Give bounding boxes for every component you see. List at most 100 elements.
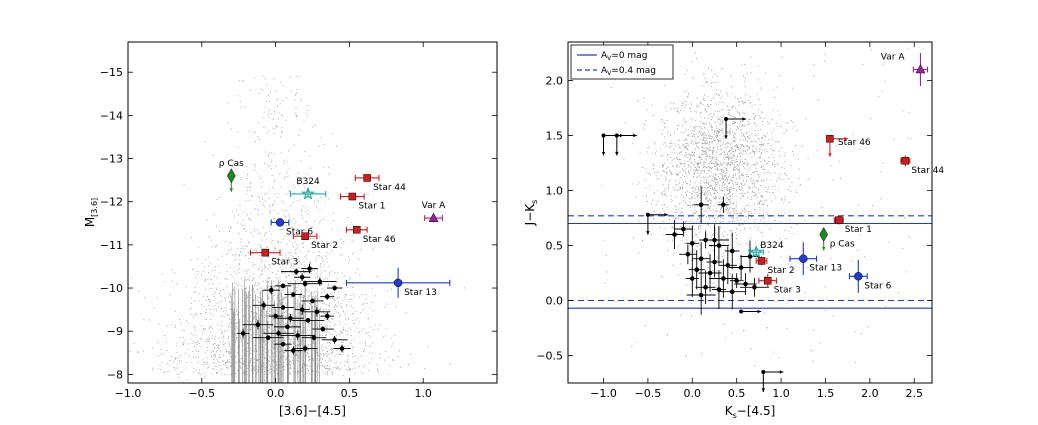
right-field-star (747, 141, 749, 143)
left-field-star (173, 361, 175, 362)
left-field-star (272, 187, 273, 189)
left-field-star (251, 289, 253, 291)
left-field-star (307, 210, 309, 212)
left-field-star (231, 358, 233, 360)
left-field-star (348, 256, 349, 258)
left-field-star (237, 347, 239, 348)
left-field-star (285, 348, 287, 350)
left-field-star (271, 342, 273, 344)
left-field-star (323, 309, 324, 311)
left-field-star (263, 111, 265, 113)
left-field-star (261, 368, 262, 370)
right-field-star (712, 154, 714, 156)
left-field-star (276, 100, 278, 101)
right-field-star (707, 190, 709, 192)
right-field-star (714, 165, 716, 167)
left-field-star (286, 323, 288, 325)
left-field-star (175, 358, 177, 360)
left-field-star (335, 145, 337, 147)
right-field-star (763, 204, 764, 206)
right-field-star (605, 255, 607, 257)
left-field-star (283, 178, 285, 179)
right-field-star (753, 153, 755, 155)
left-field-star (285, 276, 287, 278)
left-field-star (190, 297, 192, 299)
left-field-star (229, 353, 231, 355)
left-field-star (250, 352, 252, 354)
right-field-star (712, 162, 714, 164)
right-field-star (743, 149, 745, 151)
left-field-star (339, 338, 341, 340)
left-field-star (312, 315, 314, 317)
left-field-star (307, 346, 309, 347)
left-field-star (324, 326, 326, 327)
right-field-star (717, 121, 719, 123)
left-field-star (324, 366, 325, 368)
left-field-star (330, 352, 332, 354)
right-field-star (695, 119, 697, 121)
right-field-star (686, 284, 688, 286)
left-field-star (289, 313, 291, 315)
right-field-star (740, 143, 741, 145)
right-field-star (720, 164, 722, 166)
right-field-star (740, 152, 742, 154)
right-field-star (727, 93, 729, 95)
right-field-star (695, 168, 697, 170)
right-field-star (767, 143, 769, 145)
left-field-star (292, 218, 294, 220)
right-field-star (747, 218, 749, 219)
left-field-star (237, 214, 239, 216)
left-field-star (316, 255, 318, 257)
left-field-star (304, 272, 305, 274)
left-field-star (273, 340, 275, 342)
right-field-star (700, 125, 702, 127)
left-field-star (201, 304, 203, 306)
right-field-star (727, 154, 728, 155)
right-field-star (694, 155, 696, 157)
right-field-star (693, 170, 695, 172)
left-field-star (301, 313, 302, 315)
left-field-star (258, 283, 260, 285)
left-field-star (325, 313, 326, 315)
left-field-star (243, 362, 244, 364)
left-error-bars (231, 279, 320, 383)
right-field-star (660, 155, 662, 156)
left-field-star (254, 358, 256, 360)
right-field-star (755, 134, 757, 136)
right-field-star (648, 172, 650, 174)
right-field-star (719, 119, 721, 121)
left-field-star (236, 322, 238, 323)
left-field-star (357, 358, 359, 360)
right-field-star (704, 210, 706, 211)
left-field-star (276, 342, 277, 344)
left-field-star (143, 319, 145, 320)
right-field-star (691, 130, 693, 132)
left-field-star (229, 301, 230, 303)
left-field-star (264, 163, 266, 164)
left-field-star (301, 215, 303, 217)
left-field-star (267, 296, 269, 298)
left-field-star (285, 280, 287, 282)
right-field-star (701, 169, 703, 171)
left-field-star (297, 286, 299, 288)
left-field-star (269, 204, 271, 206)
left-field-star (355, 319, 357, 321)
left-field-star (296, 115, 297, 117)
left-field-star (308, 307, 310, 309)
left-field-star (247, 338, 249, 340)
left-field-star (312, 226, 314, 228)
left-field-star (280, 303, 281, 305)
right-field-star (736, 164, 738, 166)
left-field-star (228, 343, 230, 345)
left-field-star (238, 254, 240, 256)
right-field-star (695, 170, 697, 172)
right-field-star (694, 194, 695, 196)
left-field-star (289, 235, 291, 237)
left-field-star (289, 342, 291, 344)
left-field-star (365, 298, 367, 300)
right-field-star (767, 163, 769, 165)
left-field-star (249, 348, 251, 349)
left-field-star (333, 313, 335, 314)
right-field-star (675, 215, 677, 217)
right-field-star (664, 136, 666, 138)
